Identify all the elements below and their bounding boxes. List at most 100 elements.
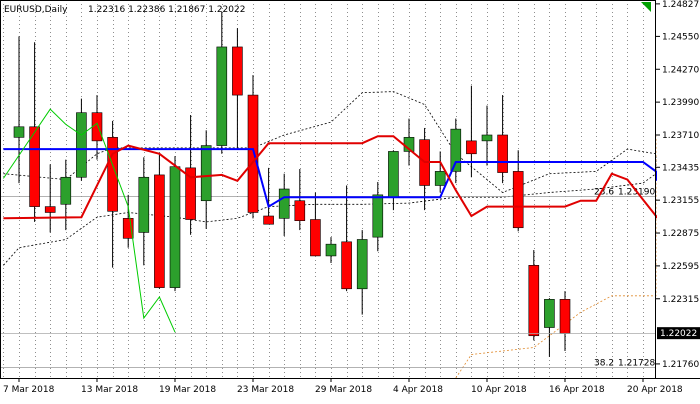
candle-body (185, 167, 196, 220)
candle (372, 181, 384, 252)
fib-level-label: 23.6 (594, 188, 614, 198)
x-tick-label: 7 Mar 2018 (3, 385, 55, 395)
candle (107, 120, 118, 268)
candle (544, 298, 555, 357)
x-tick-label: 20 Apr 2018 (627, 385, 683, 395)
candle (497, 95, 508, 184)
candle-body (356, 239, 368, 290)
y-tick-label: 1.22875 (662, 229, 699, 239)
candle-body (278, 188, 290, 219)
tenkan-line (3, 135, 657, 220)
x-tick-label: 29 Mar 2018 (315, 385, 372, 395)
candle-body (434, 171, 446, 186)
one-click-trading-icon[interactable] (641, 2, 651, 12)
candle (76, 98, 87, 181)
candle (232, 28, 243, 148)
candle (512, 150, 524, 232)
candle (263, 167, 274, 225)
plot-border (0, 0, 656, 379)
candle-body (450, 128, 462, 172)
candle-body (466, 140, 477, 155)
candle-body (512, 171, 524, 229)
candle (247, 75, 259, 219)
candle (138, 157, 150, 266)
candle-body (497, 134, 508, 173)
cloud-lower-line (3, 173, 657, 266)
candle (185, 115, 196, 235)
candle-body (310, 219, 321, 257)
indicator-lines (2, 108, 657, 333)
candle-body (294, 200, 306, 221)
candle-body (200, 145, 212, 202)
candle (559, 291, 571, 351)
candle (122, 194, 134, 248)
candle (154, 152, 165, 289)
x-tick-label: 4 Apr 2018 (393, 385, 443, 395)
x-tick-label: 13 Mar 2018 (81, 385, 138, 395)
y-tick-label: 1.23155 (662, 196, 699, 206)
candle (60, 159, 72, 231)
x-tick-label: 16 Apr 2018 (549, 385, 605, 395)
candle (278, 173, 290, 236)
candle-body (154, 174, 165, 288)
candle (481, 105, 493, 166)
y-tick-label: 1.21760 (662, 360, 699, 370)
x-tick-label: 23 Mar 2018 (237, 385, 294, 395)
y-tick-label: 1.22595 (662, 262, 699, 272)
candle-body (388, 151, 399, 198)
candle-body (107, 137, 118, 212)
candle-body (247, 94, 259, 213)
fib-level-price: 1.21728 (618, 359, 655, 369)
candle (450, 118, 462, 184)
candle-body (232, 46, 243, 96)
candle (200, 130, 212, 229)
y-tick-label: 1.22315 (662, 295, 699, 305)
time-axis: 7 Mar 2018 13 Mar 2018 19 Mar 2018 23 Mar 2… (3, 378, 683, 395)
candle (403, 118, 415, 166)
candle (388, 150, 399, 211)
y-tick-label: 1.23710 (662, 131, 699, 141)
lower-band-line (455, 136, 657, 379)
y-tick-label: 1.24550 (662, 32, 699, 42)
candle-body (13, 126, 25, 138)
candle-body (44, 206, 56, 213)
symbol-label: EURUSD,Daily (4, 5, 68, 15)
candle-body (76, 112, 87, 178)
candle (44, 164, 56, 233)
x-tick-label: 19 Mar 2018 (159, 385, 216, 395)
candle-body (216, 46, 228, 146)
candle-body (60, 176, 72, 205)
candle-body (263, 215, 274, 225)
y-tick-label: 1.23990 (662, 98, 699, 108)
candle (169, 156, 181, 292)
kijun-line (3, 148, 657, 209)
candle-body (138, 176, 150, 233)
candle (216, 11, 228, 154)
current-price-label: 1.22022 (660, 329, 697, 339)
candle (325, 237, 337, 263)
candle-body (29, 126, 40, 207)
candle (341, 185, 352, 292)
candle-body (544, 299, 555, 328)
candle-body (325, 243, 337, 257)
candle (434, 151, 446, 193)
ohlc-values: 1.22316 1.22386 1.21867 1.22022 (88, 5, 245, 15)
current-price-tag (657, 327, 700, 340)
price-axis: 1.24827 1.24550 1.24270 1.23990 1.23710 1.234… (0, 0, 700, 370)
y-tick-label: 1.24270 (662, 65, 699, 75)
y-tick-label: 1.23435 (662, 163, 699, 173)
candle (528, 250, 540, 341)
candle-body (559, 299, 571, 334)
y-tick-label: 1.24827 (662, 0, 699, 10)
candle (13, 36, 25, 184)
candle-body (341, 241, 352, 290)
fib-level-label: 38.2 (594, 359, 614, 369)
candle-body (372, 194, 384, 238)
candle-body (528, 265, 540, 337)
candle (294, 169, 306, 231)
chikou-line (2, 108, 176, 333)
candle (310, 192, 321, 257)
x-tick-label: 10 Apr 2018 (471, 385, 527, 395)
